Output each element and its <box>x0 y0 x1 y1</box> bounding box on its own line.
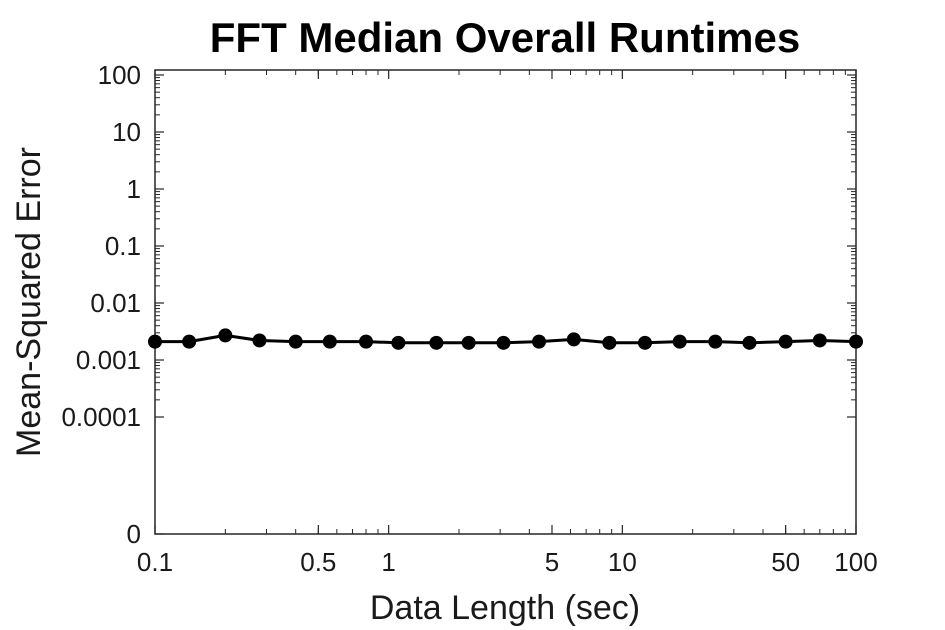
data-point <box>359 334 374 349</box>
data-point <box>429 335 444 350</box>
data-point <box>849 334 863 349</box>
data-point <box>461 335 476 350</box>
y-tick-label: 0.001 <box>76 345 141 375</box>
data-point <box>182 334 197 349</box>
y-tick-label: 0.1 <box>105 231 141 261</box>
data-point <box>566 332 581 347</box>
y-tick-label: 0 <box>127 519 141 549</box>
x-tick-label: 5 <box>545 547 559 577</box>
data-point <box>672 334 687 349</box>
major-ticks <box>154 70 857 535</box>
y-tick-label: 1 <box>127 174 141 204</box>
data-point <box>288 334 303 349</box>
x-tick-labels: 0.1 0.5 1 5 10 50 100 <box>137 547 878 577</box>
data-point <box>812 333 827 348</box>
y-tick-labels: 0 0.0001 0.001 0.01 0.1 1 10 100 <box>61 60 141 549</box>
data-point <box>532 334 547 349</box>
x-tick-label: 1 <box>381 547 395 577</box>
data-point <box>742 335 757 350</box>
y-axis-label: Mean-Squared Error <box>10 147 48 457</box>
y-tick-label: 0.0001 <box>61 402 141 432</box>
data-point <box>391 335 406 350</box>
y-tick-label: 10 <box>112 117 141 147</box>
data-point <box>637 335 652 350</box>
data-point <box>148 334 162 349</box>
plot-area <box>154 69 857 535</box>
data-point <box>252 333 267 348</box>
x-tick-label: 0.1 <box>137 547 173 577</box>
data-point <box>218 328 233 343</box>
x-axis-label: Data Length (sec) <box>370 589 640 627</box>
x-tick-label: 50 <box>771 547 800 577</box>
x-tick-label: 0.5 <box>300 547 336 577</box>
y-tick-label: 100 <box>98 60 141 90</box>
data-point <box>322 334 337 349</box>
x-tick-label: 10 <box>608 547 637 577</box>
data-point <box>496 335 511 350</box>
data-point <box>778 334 793 349</box>
data-point <box>708 334 723 349</box>
data-point <box>602 335 617 350</box>
series-group <box>148 328 863 350</box>
x-tick-label: 100 <box>834 547 877 577</box>
y-tick-label: 0.01 <box>90 288 141 318</box>
chart-title: FFT Median Overall Runtimes <box>210 14 800 61</box>
